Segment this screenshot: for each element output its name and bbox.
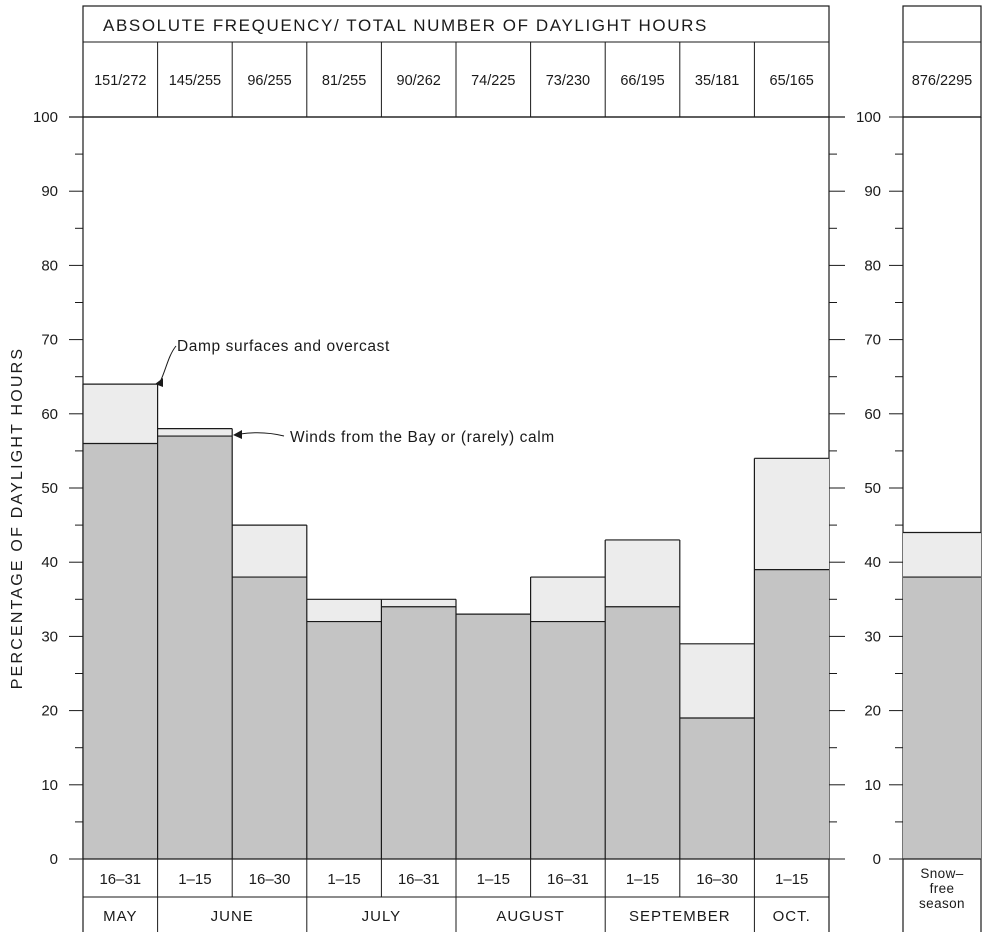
y-tick-label: 80 <box>41 257 58 274</box>
side-category-label: season <box>919 896 965 911</box>
frequency-label: 145/255 <box>169 73 221 89</box>
annotation-winds-leader <box>239 432 285 437</box>
side-frequency-label: 876/2295 <box>912 73 972 89</box>
month-label: AUGUST <box>496 908 565 925</box>
side-y-tick-label: 80 <box>864 257 881 274</box>
side-category-label: Snow– <box>920 866 963 881</box>
bar-winds-from-bay <box>679 718 755 859</box>
bar-winds-from-bay <box>306 621 382 859</box>
bar-winds-from-bay <box>530 621 606 859</box>
y-tick-label: 70 <box>41 332 58 349</box>
side-y-tick-label: 0 <box>873 851 881 868</box>
frequency-label: 73/230 <box>546 73 590 89</box>
side-y-tick-label: 50 <box>864 480 881 497</box>
side-bar-damp-overcast <box>903 532 981 578</box>
bar-damp-overcast <box>530 577 606 622</box>
bar-damp-overcast <box>381 599 456 607</box>
half-month-label: 16–31 <box>99 871 141 888</box>
month-label: OCT. <box>773 908 811 925</box>
frequency-label: 96/255 <box>247 73 291 89</box>
month-label: MAY <box>103 908 137 925</box>
bar-damp-overcast <box>306 599 382 622</box>
bar-winds-from-bay <box>381 606 456 859</box>
annotation-damp-leader <box>159 345 177 383</box>
bar-damp-overcast <box>679 643 755 719</box>
side-y-tick-label: 70 <box>864 332 881 349</box>
half-month-label: 16–30 <box>249 871 291 888</box>
frequency-label: 81/255 <box>322 73 366 89</box>
frequency-label: 65/165 <box>770 73 814 89</box>
bar-winds-from-bay <box>157 436 233 859</box>
side-y-tick-label: 90 <box>864 183 881 200</box>
annotation-winds-arrowhead <box>233 430 242 439</box>
half-month-label: 1–15 <box>477 871 510 888</box>
bar-winds-from-bay <box>456 614 531 859</box>
month-label: SEPTEMBER <box>629 908 731 925</box>
y-axis-label: PERCENTAGE OF DAYLIGHT HOURS <box>9 347 26 690</box>
annotation-damp-overcast: Damp surfaces and overcast <box>177 338 390 355</box>
bar-winds-from-bay <box>83 443 158 859</box>
side-y-tick-label: 100 <box>856 109 881 126</box>
month-label: JUNE <box>211 908 254 925</box>
annotation-damp-arrowhead <box>155 378 163 387</box>
bar-winds-from-bay <box>754 569 829 859</box>
frequency-label: 74/225 <box>471 73 515 89</box>
frequency-label: 151/272 <box>94 73 146 89</box>
half-month-label: 16–31 <box>398 871 440 888</box>
side-header-frame <box>902 5 982 118</box>
y-tick-label: 50 <box>41 480 58 497</box>
half-month-label: 1–15 <box>775 871 808 888</box>
y-tick-label: 10 <box>41 777 58 794</box>
half-month-label: 1–15 <box>626 871 659 888</box>
y-tick-label: 100 <box>33 109 58 126</box>
bar-damp-overcast <box>83 384 158 444</box>
side-bar-winds-from-bay <box>903 577 981 859</box>
side-y-tick-label: 60 <box>864 406 881 423</box>
bar-winds-from-bay <box>605 606 680 859</box>
frequency-label: 35/181 <box>695 73 739 89</box>
y-tick-label: 40 <box>41 554 58 571</box>
bar-winds-from-bay <box>232 577 307 859</box>
half-month-label: 16–31 <box>547 871 589 888</box>
month-label: JULY <box>362 908 402 925</box>
y-tick-label: 30 <box>41 628 58 645</box>
bar-damp-overcast <box>232 525 307 578</box>
chart-title: ABSOLUTE FREQUENCY/ TOTAL NUMBER OF DAYL… <box>103 16 708 35</box>
y-tick-label: 90 <box>41 183 58 200</box>
side-y-tick-label: 30 <box>864 628 881 645</box>
side-y-tick-label: 10 <box>864 777 881 794</box>
side-category-label: free <box>930 881 955 896</box>
half-month-label: 1–15 <box>178 871 211 888</box>
y-tick-label: 20 <box>41 703 58 720</box>
annotation-winds-bay: Winds from the Bay or (rarely) calm <box>290 429 555 446</box>
frequency-label: 66/195 <box>620 73 664 89</box>
side-y-tick-label: 20 <box>864 703 881 720</box>
half-month-label: 1–15 <box>327 871 360 888</box>
y-tick-label: 0 <box>50 851 58 868</box>
bar-damp-overcast <box>157 428 233 437</box>
side-y-tick-label: 40 <box>864 554 881 571</box>
bar-damp-overcast <box>605 539 680 607</box>
frequency-label: 90/262 <box>397 73 441 89</box>
half-month-label: 16–30 <box>696 871 738 888</box>
y-tick-label: 60 <box>41 406 58 423</box>
bar-damp-overcast <box>754 458 829 570</box>
